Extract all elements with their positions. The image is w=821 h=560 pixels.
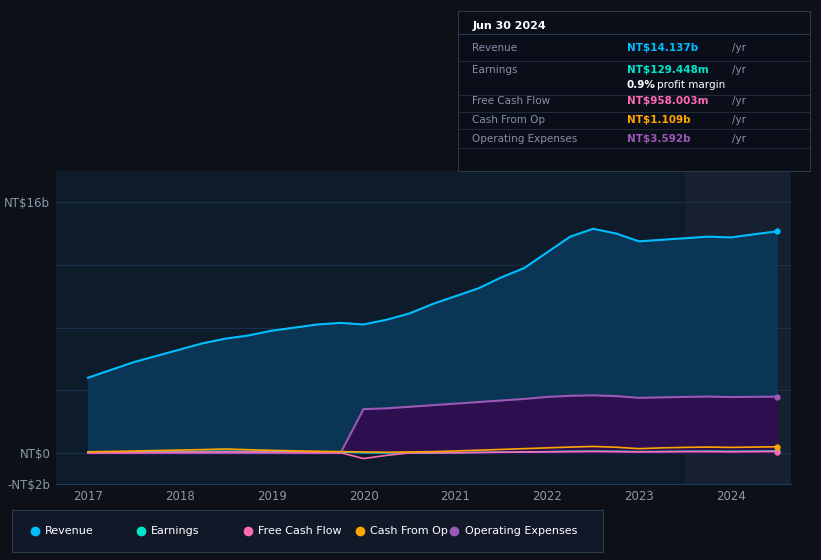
Text: NT$958.003m: NT$958.003m bbox=[626, 96, 709, 106]
Text: NT$3.592b: NT$3.592b bbox=[626, 134, 690, 144]
Text: Operating Expenses: Operating Expenses bbox=[472, 134, 577, 144]
Text: profit margin: profit margin bbox=[657, 81, 725, 90]
Text: Jun 30 2024: Jun 30 2024 bbox=[472, 21, 546, 31]
Text: /yr: /yr bbox=[732, 96, 746, 106]
Text: Cash From Op: Cash From Op bbox=[472, 115, 545, 125]
Text: /yr: /yr bbox=[732, 115, 746, 125]
Text: Operating Expenses: Operating Expenses bbox=[465, 526, 577, 535]
Text: Cash From Op: Cash From Op bbox=[370, 526, 447, 535]
Text: NT$14.137b: NT$14.137b bbox=[626, 43, 698, 53]
Text: /yr: /yr bbox=[732, 134, 746, 144]
Text: /yr: /yr bbox=[732, 43, 746, 53]
Text: 0.9%: 0.9% bbox=[626, 81, 656, 90]
Text: NT$129.448m: NT$129.448m bbox=[626, 66, 709, 75]
Text: NT$1.109b: NT$1.109b bbox=[626, 115, 690, 125]
Text: Revenue: Revenue bbox=[45, 526, 94, 535]
Text: Revenue: Revenue bbox=[472, 43, 517, 53]
Text: /yr: /yr bbox=[732, 66, 746, 75]
Text: Free Cash Flow: Free Cash Flow bbox=[472, 96, 550, 106]
Text: Earnings: Earnings bbox=[472, 66, 518, 75]
Text: Earnings: Earnings bbox=[151, 526, 200, 535]
Bar bbox=[685, 171, 821, 484]
Text: Free Cash Flow: Free Cash Flow bbox=[258, 526, 342, 535]
